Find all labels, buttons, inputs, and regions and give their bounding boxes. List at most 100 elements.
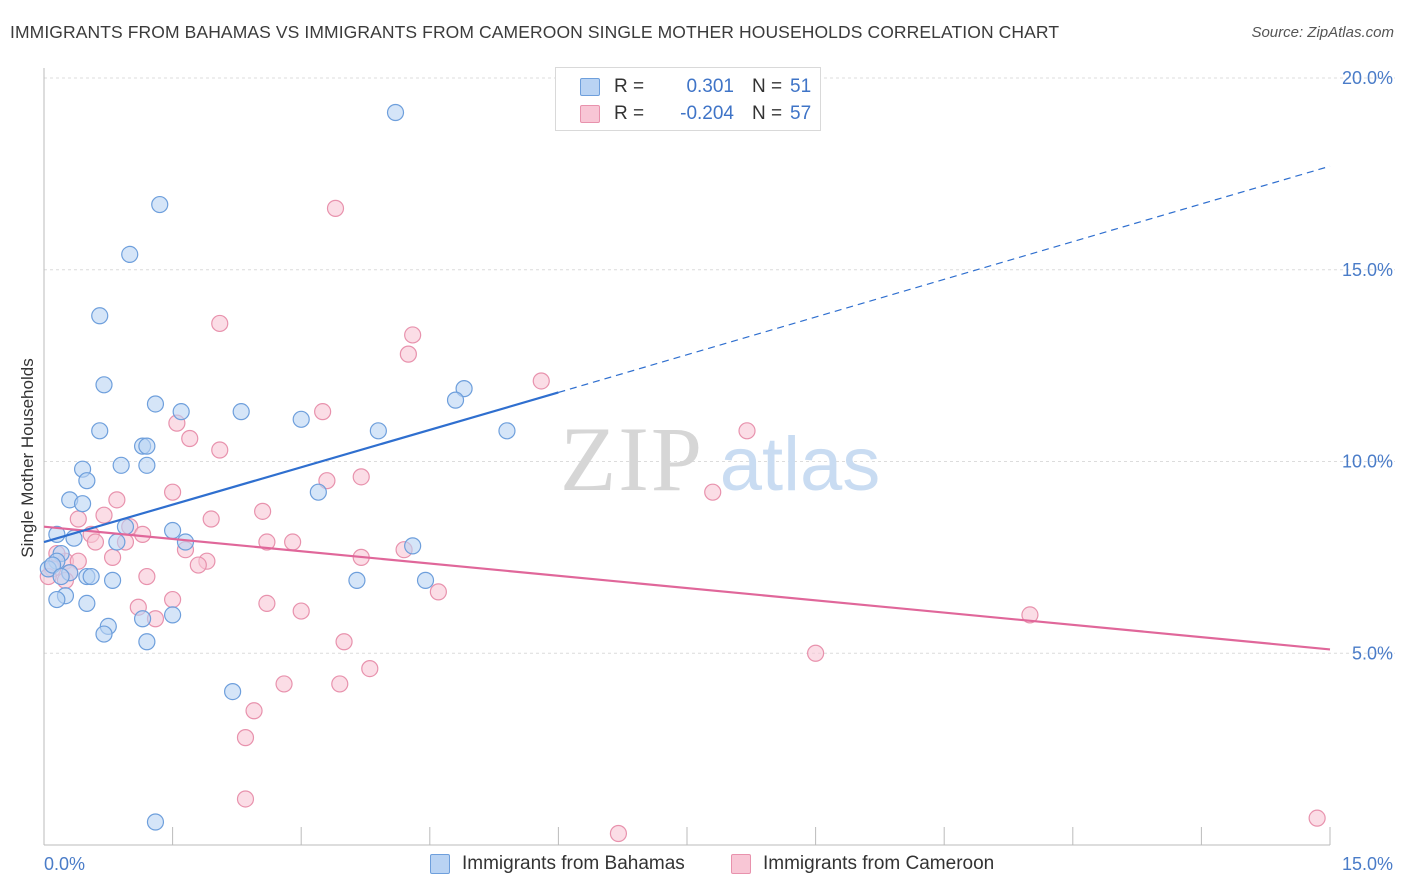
data-point [202,510,220,528]
tick-labels: 5.0% 10.0% 15.0% 20.0% 0.0% 15.0% [44,68,1393,874]
data-point [172,403,190,421]
data-point [78,472,96,490]
data-point [331,675,349,693]
data-point [258,533,276,551]
data-point [498,422,516,440]
legend-n-value: 57 [790,103,812,124]
data-point [326,199,345,217]
data-point [151,195,169,214]
data-point [103,571,122,589]
data-point [164,521,182,540]
data-point [455,380,473,398]
data-point [91,307,109,325]
data-point [446,391,465,409]
trend-line-cameroon [43,525,1331,651]
legend-swatch-bahamas [580,78,600,96]
bottom-legend-label: Immigrants from Cameroon [763,853,995,874]
data-point [292,602,310,620]
data-point [91,422,109,440]
data-point [86,533,105,551]
data-point [164,590,182,609]
data-point [236,790,255,808]
data-point [138,456,156,474]
data-point [146,395,165,413]
data-point [146,813,165,831]
data-point [133,610,152,628]
data-point [69,552,87,570]
data-point [309,483,327,501]
bottom-legend-label: Immigrants from Bahamas [462,853,685,874]
data-point [532,372,550,390]
data-point [404,326,422,344]
data-point [224,682,242,701]
x-tick-label: 0.0% [44,854,85,874]
data-point [236,729,255,747]
trend-line-bahamas-extension [558,165,1331,394]
data-point [738,422,756,440]
y-tick-label: 15.0% [1342,260,1393,280]
data-point [181,429,199,448]
data-point [112,456,130,474]
legend-r-label: R = [614,103,645,124]
data-point [232,403,250,421]
data-point [404,537,422,555]
data-point [386,103,405,122]
data-point [176,533,195,551]
data-point [121,245,139,264]
data-point [369,422,387,440]
data-point [52,567,70,586]
x-tick-label: 15.0% [1342,854,1393,874]
data-point [609,824,628,843]
data-point [108,491,126,509]
data-point [254,502,272,520]
series-bahamas-points [39,103,516,831]
data-point [43,556,62,574]
data-point [284,533,302,551]
data-point [138,633,156,651]
data-point [103,548,122,566]
legend-r-value: -0.204 [680,103,734,124]
data-point [416,571,435,589]
data-point [211,314,229,333]
data-point [48,590,66,609]
data-point [314,403,332,421]
chart-title: IMMIGRANTS FROM BAHAMAS VS IMMIGRANTS FR… [10,22,1060,42]
legend-n-label: N = [752,103,783,124]
legend-n-label: N = [752,76,783,97]
data-point [275,675,293,693]
y-tick-label: 5.0% [1352,643,1393,663]
data-point [164,483,182,501]
trend-lines [43,165,1331,651]
data-point [258,594,276,612]
data-point [806,644,825,662]
bottom-legend-swatch-bahamas [430,854,450,874]
data-point [245,702,263,720]
data-point [138,437,156,455]
data-point [211,441,229,459]
trend-line-bahamas [43,391,559,544]
data-point [95,376,113,394]
data-point [133,525,152,543]
data-point [1308,809,1326,827]
data-point [82,567,100,586]
data-point [138,567,156,586]
data-point [108,533,126,551]
legend-row-cameroon: R = -0.204 N = 57 [580,101,811,127]
bottom-legend-cameroon: Immigrants from Cameroon [731,851,994,877]
bottom-legend-swatch-cameroon [731,854,751,874]
axes [43,68,1331,846]
data-point [429,583,447,601]
data-point [399,345,417,363]
data-point [292,410,310,428]
data-point [348,571,366,589]
data-point [335,633,353,651]
gridlines [44,77,1395,654]
y-tick-label: 20.0% [1342,68,1393,88]
bottom-legend-bahamas: Immigrants from Bahamas [430,851,685,877]
data-point [361,659,379,678]
data-point [78,594,96,612]
watermark-zip: ZIP [560,408,704,510]
data-point [69,510,87,528]
watermark: ZIP atlas [560,408,880,510]
